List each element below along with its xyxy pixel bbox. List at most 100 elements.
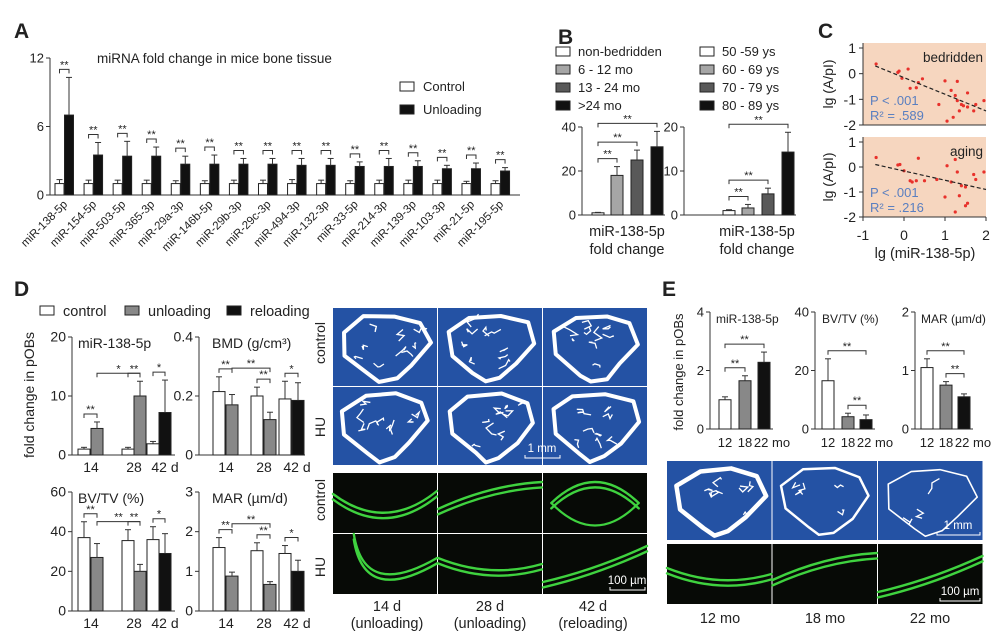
data-point: [874, 62, 878, 66]
data-point: [965, 201, 970, 205]
significance-label: **: [941, 341, 950, 353]
significance-bracket: [284, 537, 299, 542]
data-point: [951, 115, 955, 119]
row-label: HU: [312, 417, 328, 437]
bar: [383, 165, 394, 196]
bar: [630, 159, 644, 216]
image-caption: 12 mo: [700, 611, 740, 627]
legend-label: reloading: [250, 304, 310, 320]
significance-label: **: [740, 334, 749, 346]
bar: [133, 570, 147, 612]
bar: [500, 170, 511, 196]
significance-bracket: [231, 523, 271, 528]
significance-label: **: [603, 149, 612, 161]
significance-label: **: [613, 132, 622, 144]
significance-label: **: [60, 59, 69, 71]
x-tick-label: 42 d: [151, 615, 178, 631]
significance-label: **: [118, 123, 127, 135]
bar: [859, 419, 873, 430]
bar: [821, 380, 835, 430]
y-tick-label: 1: [848, 40, 856, 56]
significance-label: **: [234, 140, 243, 152]
significance-label: **: [221, 359, 230, 371]
x-tick-label: -1: [857, 227, 870, 243]
x-tick-label: 22 mo: [857, 435, 893, 450]
data-point: [955, 170, 959, 174]
micro-ct-image: [438, 387, 542, 465]
significance-label: *: [289, 528, 294, 540]
bar: [228, 183, 239, 196]
image-caption: 22 mo: [910, 611, 950, 627]
bar: [263, 583, 277, 612]
bar: [432, 183, 443, 196]
y-tick-label: 1: [902, 363, 909, 378]
bar: [316, 183, 327, 196]
y-tick-label: 0: [697, 422, 704, 437]
bar: [250, 395, 264, 456]
significance-bracket: [256, 534, 271, 539]
y-tick-label: 0: [185, 603, 193, 619]
calcein-label-image: [541, 534, 649, 594]
x-tick-label: 14: [83, 459, 99, 475]
data-point: [937, 102, 941, 107]
legend-swatch: [555, 64, 571, 75]
calcein-label-image: [543, 473, 647, 533]
x-tick-label: 18: [939, 435, 953, 450]
bar: [90, 427, 104, 456]
bar-chart: *******: [195, 336, 305, 456]
significance-label: **: [853, 395, 862, 407]
calcein-label-image: [333, 532, 439, 594]
panel-letter: B: [558, 26, 573, 49]
significance-bracket: [724, 343, 765, 349]
bar-chart: ** ** ** ** ** ** ** ** ** ** ** ** ** ** ** **: [46, 57, 520, 196]
significance-bracket: [96, 521, 141, 526]
calcein-label-image: [665, 544, 773, 604]
significance-label: **: [496, 150, 505, 162]
bar: [781, 151, 795, 216]
significance-label: *: [157, 509, 162, 521]
x-tick-label: 12: [920, 435, 934, 450]
bar: [225, 575, 239, 612]
significance-label: **: [623, 113, 632, 125]
data-point: [914, 179, 918, 183]
scale-bar: [936, 532, 981, 536]
x-tick-label: 28: [256, 615, 272, 631]
calcein-label-image: [436, 473, 544, 533]
significance-label: **: [438, 147, 447, 159]
image-caption: (reloading): [558, 616, 627, 631]
bar: [650, 146, 664, 216]
legend-swatch: [555, 100, 571, 111]
data-point: [953, 93, 957, 98]
bar: [212, 547, 226, 612]
r-squared: R² = .589: [870, 108, 924, 123]
x-tick-label: 28: [256, 459, 272, 475]
legend-label: 70 - 79 ys: [722, 80, 780, 95]
significance-label: **: [86, 404, 95, 416]
row-label: control: [312, 322, 328, 364]
significance-label: **: [734, 186, 743, 198]
legend-swatch: [699, 64, 715, 75]
image-caption: 18 mo: [805, 611, 845, 627]
panel-letter: C: [818, 20, 833, 43]
x-tick-label: 22 mo: [754, 435, 790, 450]
data-point: [908, 86, 912, 90]
bar: [83, 183, 94, 196]
x-axis-label: lg (miR-138-5p): [875, 246, 976, 262]
bar: [122, 155, 133, 196]
bar: [278, 398, 292, 456]
data-point: [955, 79, 959, 83]
bar: [722, 210, 736, 216]
significance-label: **: [130, 363, 139, 375]
bar: [93, 154, 104, 196]
calcein-label-image: [436, 534, 544, 594]
data-point: [916, 156, 920, 160]
bar: [212, 391, 226, 456]
significance-bracket: [284, 372, 299, 378]
significance-label: *: [157, 362, 162, 374]
legend-swatch: [699, 46, 715, 57]
significance-bracket: [597, 141, 638, 147]
x-tick-label: 42 d: [283, 615, 310, 631]
bar: [325, 164, 336, 196]
panel-letter: E: [662, 278, 676, 301]
